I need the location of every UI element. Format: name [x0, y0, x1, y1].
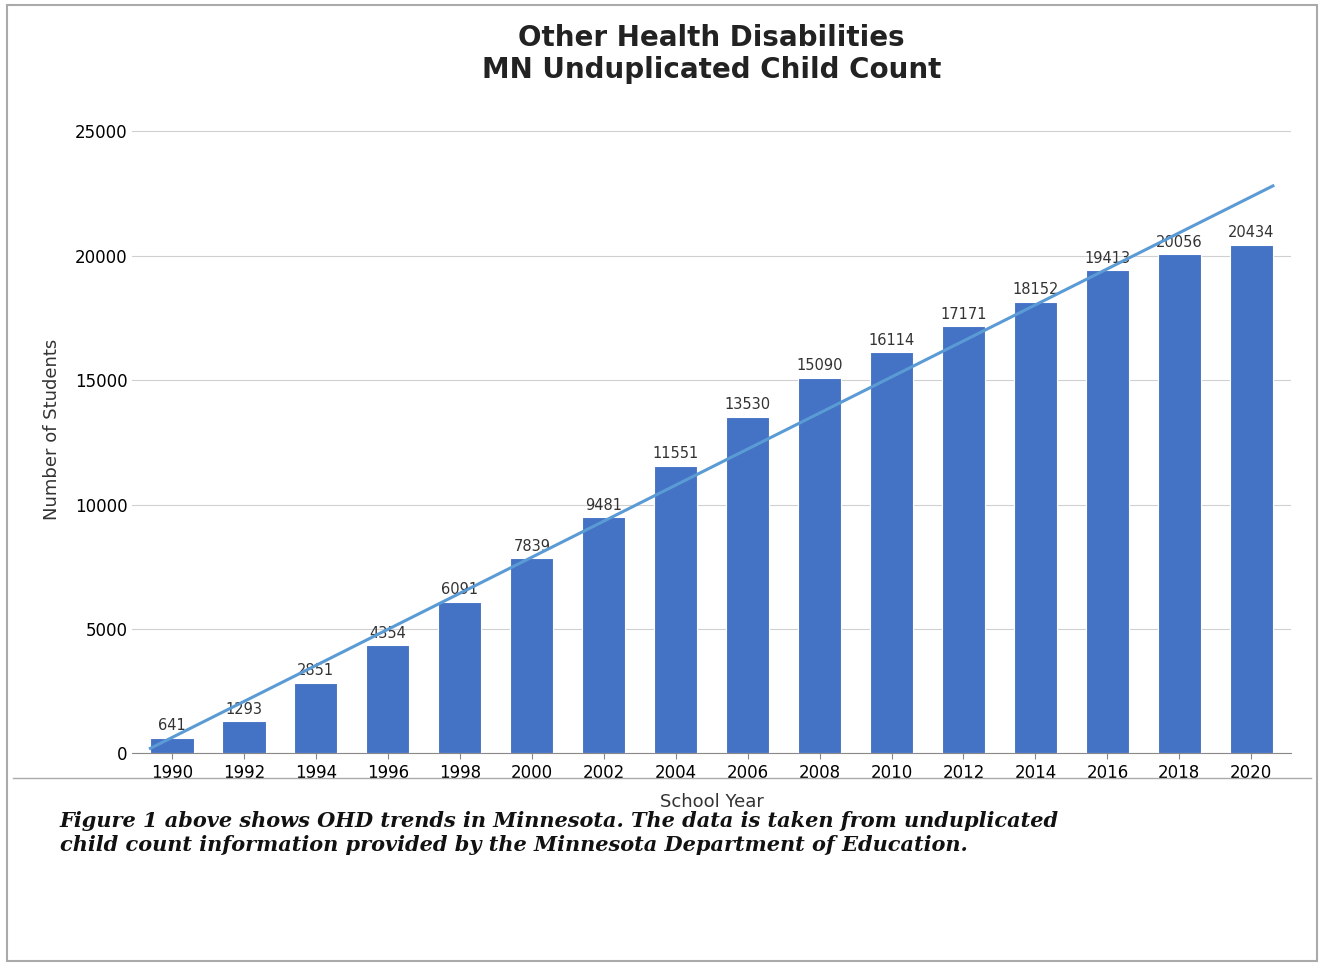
- Text: 18152: 18152: [1013, 282, 1059, 298]
- Text: 16114: 16114: [869, 333, 915, 348]
- Text: 20434: 20434: [1229, 225, 1275, 241]
- Bar: [941, 327, 985, 753]
- Bar: [870, 353, 914, 753]
- Bar: [583, 518, 625, 753]
- X-axis label: School Year: School Year: [659, 793, 764, 811]
- Bar: [726, 416, 769, 753]
- Bar: [151, 737, 193, 753]
- Bar: [367, 645, 409, 753]
- Text: Figure 1 above shows OHD trends in Minnesota. The data is taken from unduplicate: Figure 1 above shows OHD trends in Minne…: [60, 811, 1059, 855]
- Bar: [1086, 270, 1129, 753]
- Text: 7839: 7839: [514, 539, 551, 554]
- Bar: [1014, 301, 1057, 753]
- Bar: [798, 378, 841, 753]
- Text: 641: 641: [158, 718, 185, 733]
- Text: 13530: 13530: [724, 397, 771, 412]
- Text: 15090: 15090: [796, 358, 843, 374]
- Text: 6091: 6091: [441, 582, 478, 597]
- Text: 20056: 20056: [1156, 235, 1202, 250]
- Bar: [1230, 244, 1272, 753]
- Bar: [294, 683, 338, 753]
- Text: 4354: 4354: [369, 626, 406, 640]
- Title: Other Health Disabilities
MN Unduplicated Child Count: Other Health Disabilities MN Unduplicate…: [482, 24, 941, 84]
- Text: 19413: 19413: [1084, 251, 1131, 266]
- Bar: [1157, 254, 1201, 753]
- Text: 17171: 17171: [940, 306, 986, 322]
- Text: 2851: 2851: [298, 663, 335, 678]
- Bar: [222, 722, 266, 753]
- Text: 9481: 9481: [585, 498, 622, 513]
- Y-axis label: Number of Students: Number of Students: [42, 339, 61, 521]
- Bar: [438, 602, 482, 753]
- Bar: [654, 466, 698, 753]
- Bar: [510, 558, 553, 753]
- Text: 11551: 11551: [653, 446, 699, 462]
- Text: 1293: 1293: [225, 702, 262, 717]
